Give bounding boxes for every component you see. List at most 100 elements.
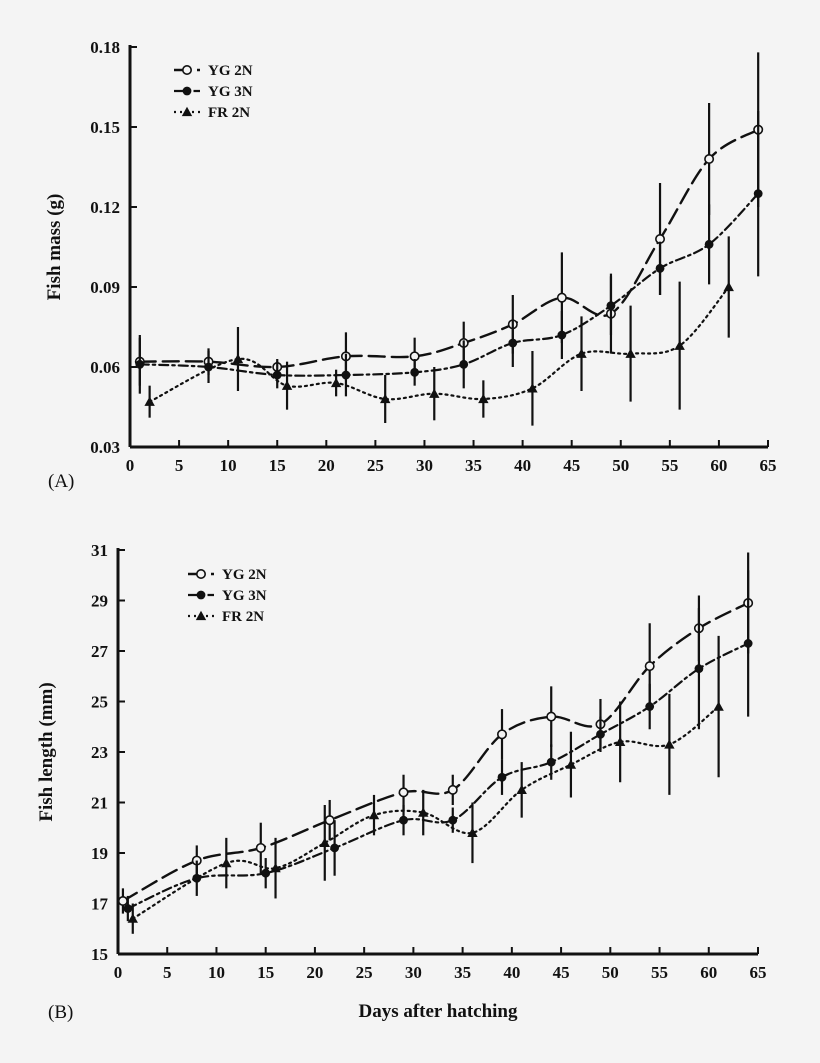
y-tick-label: 0.03 <box>90 438 120 457</box>
series-line <box>126 642 750 910</box>
x-tick-label: 10 <box>208 963 225 982</box>
data-point <box>341 370 351 380</box>
data-point <box>144 396 155 406</box>
data-point <box>418 807 429 817</box>
data-point <box>556 292 567 303</box>
x-tick-label: 60 <box>700 963 717 982</box>
y-tick-label: 27 <box>91 642 109 661</box>
panel-label: (B) <box>48 1002 73 1023</box>
x-tick-label: 65 <box>760 456 777 475</box>
y-axis-title: Fish mass (g) <box>44 194 65 301</box>
series-yg-3n <box>135 111 763 397</box>
data-point <box>319 837 330 848</box>
x-tick-label: 55 <box>661 456 678 475</box>
data-point <box>330 843 340 853</box>
series-yg-2n <box>117 552 754 914</box>
y-tick-label: 21 <box>91 794 108 813</box>
y-tick-label: 19 <box>91 844 108 863</box>
data-point <box>478 393 489 404</box>
y-tick-label: 0.09 <box>90 278 120 297</box>
data-point <box>753 189 763 199</box>
data-point <box>516 784 527 795</box>
legend-entry: FR 2N <box>188 609 264 625</box>
x-tick-label: 25 <box>356 963 373 982</box>
x-tick-label: 15 <box>269 456 286 475</box>
data-point <box>399 815 408 825</box>
y-tick-label: 0.06 <box>90 358 120 377</box>
data-point <box>645 702 655 711</box>
legend-marker <box>182 86 192 96</box>
x-tick-label: 20 <box>318 456 335 475</box>
data-point <box>272 370 282 380</box>
legend-marker <box>196 590 206 600</box>
data-point <box>459 359 469 369</box>
data-point <box>655 263 665 273</box>
data-point <box>330 377 342 388</box>
legend-label: FR 2N <box>208 105 250 121</box>
series-fr-2n <box>144 236 734 426</box>
legend-entry: YG 3N <box>188 588 267 604</box>
data-point <box>713 701 724 711</box>
x-tick-label: 0 <box>126 456 135 475</box>
data-point <box>255 842 266 853</box>
data-point <box>674 340 685 350</box>
x-tick-label: 35 <box>454 963 471 982</box>
legend-marker <box>195 610 207 621</box>
data-point <box>117 895 128 906</box>
data-point <box>368 809 380 820</box>
data-point <box>204 362 213 372</box>
legend-label: YG 3N <box>222 588 267 604</box>
x-tick-label: 10 <box>220 456 237 475</box>
x-axis-title: Days after hatching <box>358 1001 518 1022</box>
data-point <box>508 338 518 348</box>
x-tick-label: 60 <box>710 456 727 475</box>
data-point <box>576 348 587 358</box>
chart-panel-1: 0 5 10 15 20 25 30 35 40 45 50 55 60 65 0.03 0.06 0.09 0.… <box>44 38 777 492</box>
data-point <box>221 857 232 868</box>
data-point <box>380 393 391 404</box>
data-point <box>694 664 704 674</box>
panel-label: (A) <box>48 471 74 492</box>
x-tick-label: 5 <box>175 456 184 475</box>
series-line <box>138 192 760 377</box>
series-fr-2n <box>127 635 724 934</box>
x-tick-label: 25 <box>367 456 384 475</box>
data-point <box>410 367 420 377</box>
legend-label: YG 3N <box>208 84 253 100</box>
data-point <box>447 784 458 795</box>
legend-entry: YG 2N <box>174 63 253 79</box>
x-tick-label: 45 <box>553 963 570 982</box>
data-point <box>467 827 478 837</box>
data-point <box>606 301 616 311</box>
data-point <box>429 388 440 398</box>
x-tick-label: 15 <box>257 963 274 982</box>
data-point <box>527 383 538 393</box>
data-point <box>123 904 133 913</box>
data-point <box>135 359 145 369</box>
data-point <box>596 729 605 739</box>
data-point <box>704 239 714 249</box>
data-point <box>664 739 675 749</box>
y-tick-label: 0.12 <box>90 198 120 217</box>
x-tick-label: 50 <box>602 963 619 982</box>
data-point <box>546 757 556 767</box>
x-tick-label: 45 <box>563 456 580 475</box>
data-point <box>398 787 409 798</box>
series-yg-2n <box>134 52 764 386</box>
legend-marker <box>181 106 193 117</box>
data-point <box>704 154 715 165</box>
y-tick-label: 0.15 <box>90 118 120 137</box>
data-point <box>232 353 244 364</box>
x-tick-label: 40 <box>514 456 531 475</box>
x-tick-label: 55 <box>651 963 668 982</box>
data-point <box>448 815 458 825</box>
x-tick-label: 5 <box>163 963 172 982</box>
chart-panel-2: 0 5 10 15 20 25 30 35 40 45 50 55 60 65 15 17 19 21 23 25 27… <box>36 541 767 1023</box>
data-point <box>723 281 734 292</box>
y-tick-label: 17 <box>91 895 109 914</box>
data-point <box>614 736 626 747</box>
x-tick-label: 35 <box>465 456 482 475</box>
data-point <box>546 711 557 722</box>
